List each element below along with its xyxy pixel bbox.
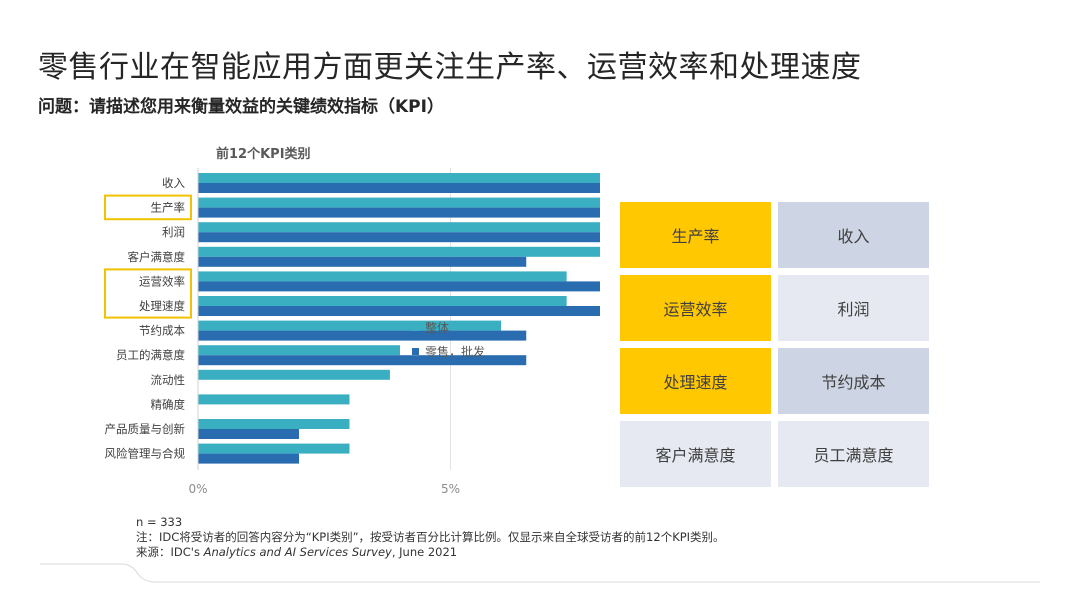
source-survey-name: Analytics and AI Services Survey xyxy=(203,545,392,559)
method-note: 注：IDC将受访者的回答内容分为“KPI类别”，按受访者百分比计算比例。仅显示来… xyxy=(136,530,725,544)
kpi-cell: 运营效率 xyxy=(620,275,771,341)
kpi-cell-label: 收入 xyxy=(837,227,870,246)
page-subtitle: 问题：请描述您用来衡量效益的关键绩效指标（KPI） xyxy=(38,97,444,117)
highlight-box xyxy=(104,268,192,319)
category-label: 流动性 xyxy=(151,373,186,387)
kpi-cell-label: 运营效率 xyxy=(663,300,728,319)
footnotes: n = 333 注：IDC将受访者的回答内容分为“KPI类别”，按受访者百分比计… xyxy=(136,515,725,560)
x-tick-label: 0% xyxy=(188,482,207,496)
legend-item-retail: 零售，批发 xyxy=(412,339,485,363)
bar-overall xyxy=(198,394,350,405)
bar-retail xyxy=(198,256,527,267)
kpi-cell-label: 处理速度 xyxy=(663,373,728,392)
kpi-cell: 员工满意度 xyxy=(778,421,929,487)
legend-label-retail: 零售，批发 xyxy=(425,344,486,359)
bar-retail xyxy=(198,306,600,316)
chart-legend: 整体 零售，批发 xyxy=(412,315,485,363)
kpi-cell-label: 利润 xyxy=(837,300,870,319)
sample-size: n = 333 xyxy=(136,515,183,529)
source-suffix: , June 2021 xyxy=(391,545,458,559)
source-note: 来源：IDC's Analytics and AI Services Surve… xyxy=(136,545,725,560)
kpi-bar-chart: 0%5%10%15%20%收入生产率利润客户满意度运营效率处理速度节约成本员工的… xyxy=(104,168,600,496)
category-label: 客户满意度 xyxy=(128,250,186,264)
page-title: 零售行业在智能应用方面更关注生产率、运营效率和处理速度 xyxy=(38,50,862,85)
bar-overall xyxy=(198,320,501,331)
bar-overall xyxy=(198,369,390,380)
kpi-cell: 处理速度 xyxy=(620,348,771,414)
bar-retail xyxy=(198,355,527,366)
category-label: 节约成本 xyxy=(139,324,185,338)
bar-retail xyxy=(198,453,299,464)
kpi-cell: 节约成本 xyxy=(778,348,929,414)
kpi-cell-label: 员工满意度 xyxy=(813,446,894,465)
bar-overall xyxy=(198,419,350,429)
kpi-cell-label: 节约成本 xyxy=(821,373,886,392)
bar-overall xyxy=(198,443,350,454)
category-label: 利润 xyxy=(162,225,185,239)
bar-retail xyxy=(198,232,600,243)
kpi-cell: 生产率 xyxy=(620,202,771,268)
bar-overall xyxy=(198,345,400,356)
legend-swatch-overall xyxy=(412,323,419,331)
kpi-cell-label: 生产率 xyxy=(671,227,720,246)
category-label: 风险管理与合规 xyxy=(105,447,186,461)
kpi-cell-label: 客户满意度 xyxy=(655,446,736,465)
highlight-box xyxy=(104,194,192,221)
bar-overall xyxy=(198,271,567,282)
legend-item-overall: 整体 xyxy=(412,315,485,339)
bar-retail xyxy=(198,183,600,193)
legend-label-overall: 整体 xyxy=(425,320,450,335)
bar-retail xyxy=(198,429,299,439)
category-label: 生产率 xyxy=(151,201,186,215)
bar-retail xyxy=(198,330,527,341)
source-prefix: 来源：IDC's xyxy=(136,545,204,559)
category-label: 员工的满意度 xyxy=(116,348,185,362)
kpi-summary-grid: 生产率 收入 运营效率 利润 处理速度 节约成本 客户满意度 员工满意度 xyxy=(620,202,929,487)
chart-title: 前12个KPI类别 xyxy=(216,147,311,162)
kpi-cell: 利润 xyxy=(778,275,929,341)
bar-overall xyxy=(198,222,600,233)
legend-swatch-retail xyxy=(412,347,419,355)
footer-divider xyxy=(40,563,1040,583)
bar-overall xyxy=(198,296,567,306)
bar-overall xyxy=(198,173,600,183)
bar-overall xyxy=(198,246,600,257)
kpi-cell: 收入 xyxy=(778,202,929,268)
bar-overall xyxy=(198,197,600,208)
category-label: 处理速度 xyxy=(139,299,185,313)
kpi-cell: 客户满意度 xyxy=(620,421,771,487)
category-label: 运营效率 xyxy=(139,274,185,288)
bar-retail xyxy=(198,207,600,218)
x-tick-label: 5% xyxy=(441,482,460,496)
bar-retail xyxy=(198,281,600,292)
category-label: 精确度 xyxy=(151,397,186,411)
category-label: 产品质量与创新 xyxy=(105,422,186,436)
category-label: 收入 xyxy=(162,176,185,190)
